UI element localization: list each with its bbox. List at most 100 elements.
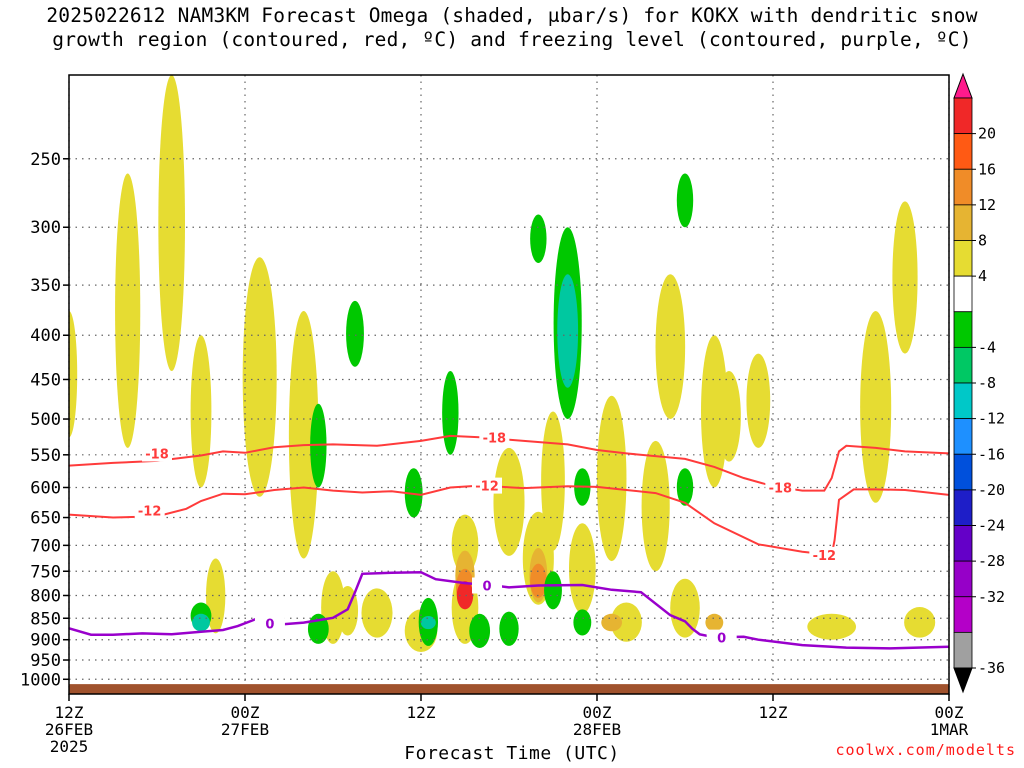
time-tick-label: 1MAR xyxy=(930,720,969,739)
omega-rising-16-blob xyxy=(456,581,474,610)
x-axis-title: Forecast Time (UTC) xyxy=(404,743,620,764)
dgz-contour-label: -12 xyxy=(813,549,837,564)
colorbar-tick-label: -24 xyxy=(978,517,1005,535)
colorbar-swatch xyxy=(953,168,973,206)
dgz-contour-label: -18 xyxy=(145,447,169,462)
omega-rising-4-blob xyxy=(69,311,78,438)
colorbar-tick-label: 4 xyxy=(978,267,987,285)
omega-rising-4-blob xyxy=(190,335,212,488)
colorbar-swatch xyxy=(953,631,973,669)
dgz-minus12-contour xyxy=(69,484,949,556)
omega-rising-4-blob xyxy=(717,371,741,462)
pressure-tick-label: 850 xyxy=(30,609,61,629)
omega-rising-4-blob xyxy=(860,311,892,503)
pressure-tick-label: 550 xyxy=(30,446,61,466)
colorbar-tick-label: -20 xyxy=(978,481,1005,499)
pressure-tick-label: 800 xyxy=(30,586,61,606)
colorbar-swatch xyxy=(953,346,973,384)
colorbar-tick-label: -4 xyxy=(978,338,996,356)
time-tick-label: 12Z xyxy=(55,703,84,722)
colorbar-top-arrow xyxy=(953,72,973,99)
colorbar-swatch xyxy=(953,382,973,420)
pressure-tick-label: 450 xyxy=(30,370,61,390)
colorbar-swatch xyxy=(953,97,973,135)
chart-title-line2: growth region (contoured, red, ºC) and f… xyxy=(52,28,972,51)
omega-sinking-4-blob xyxy=(530,214,547,264)
pressure-tick-label: 600 xyxy=(30,478,61,498)
omega-rising-4-blob xyxy=(493,447,525,556)
pressure-axis: 2503003504004505005506006507007508008509… xyxy=(20,150,69,690)
time-tick-label: 2025 xyxy=(50,737,89,756)
omega-sinking-4-blob xyxy=(346,300,364,367)
dgz-contour-label: -12 xyxy=(475,480,499,495)
colorbar-swatch xyxy=(953,311,973,348)
pressure-tick-label: 350 xyxy=(30,276,61,296)
omega-sinking-4-blob xyxy=(404,468,423,518)
colorbar-tick-label: -8 xyxy=(978,374,996,392)
omega-sinking-4-blob xyxy=(469,613,491,648)
time-tick-label: 27FEB xyxy=(221,720,269,739)
omega-rising-4-blob xyxy=(746,353,771,448)
colorbar-tick-label: -12 xyxy=(978,410,1005,428)
dgz-minus18-contour xyxy=(69,434,949,492)
time-tick-label: 00Z xyxy=(231,703,260,722)
omega-sinking-4-blob xyxy=(676,173,694,228)
time-tick-label: 12Z xyxy=(759,703,788,722)
terrain-surface xyxy=(69,684,949,694)
omega-rising-4-blob xyxy=(670,578,700,638)
colorbar-bottom-arrow xyxy=(953,667,973,694)
pressure-tick-label: 1000 xyxy=(20,670,61,690)
pressure-tick-label: 650 xyxy=(30,509,61,529)
freezing-contour-label: 0 xyxy=(265,618,274,633)
colorbar: 20 16 12 8 4 -4 -8 -12 -16 -20 -24 -28 -32 -36 xyxy=(953,72,1005,694)
colorbar-tick-label: -32 xyxy=(978,588,1005,606)
omega-rising-4-blob xyxy=(596,395,627,562)
time-tick-label: 12Z xyxy=(407,703,436,722)
pressure-tick-label: 900 xyxy=(30,631,61,651)
colorbar-tick-label: 20 xyxy=(978,125,996,143)
colorbar-tick-label: -16 xyxy=(978,445,1005,463)
plot-frame xyxy=(68,74,950,695)
omega-rising-4-blob xyxy=(361,588,393,638)
pressure-tick-label: 750 xyxy=(30,562,61,582)
colorbar-swatch xyxy=(953,453,973,491)
colorbar-tick-label: 8 xyxy=(978,232,987,250)
omega-rising-4-blob xyxy=(807,613,857,640)
omega-rising-8-blob xyxy=(601,613,623,632)
colorbar-swatch xyxy=(953,204,973,241)
pressure-tick-label: 500 xyxy=(30,410,61,430)
dgz-contour-label: -18 xyxy=(483,431,507,446)
dgz-contour-label: -18 xyxy=(769,481,793,496)
pressure-tick-label: 250 xyxy=(30,150,61,170)
time-tick-label: 26FEB xyxy=(45,720,93,739)
colorbar-swatch xyxy=(953,489,973,526)
omega-sinking-8-blob xyxy=(557,274,579,388)
source-credit: coolwx.com/modelts xyxy=(835,741,1016,759)
omega-sinking-4-blob xyxy=(573,609,592,636)
dgz-contour-label: -12 xyxy=(138,505,162,520)
terrain-layer xyxy=(69,684,949,694)
colorbar-swatch xyxy=(953,560,973,598)
omega-rising-4-blob xyxy=(610,602,642,642)
time-tick-label: 00Z xyxy=(583,703,612,722)
colorbar-swatch xyxy=(953,133,973,170)
freezing-contour-label: 0 xyxy=(717,632,726,647)
omega-rising-12-blob xyxy=(530,563,547,598)
omega-rising-4-blob xyxy=(569,523,596,614)
omega-shading-layer xyxy=(69,75,936,653)
colorbar-tick-label: 12 xyxy=(978,196,996,214)
omega-rising-4-blob xyxy=(242,257,277,497)
omega-sinking-8-blob xyxy=(420,616,436,630)
omega-rising-8-blob xyxy=(705,613,724,632)
omega-sinking-4-blob xyxy=(442,371,459,455)
colorbar-tick-label: 16 xyxy=(978,160,996,178)
omega-rising-4-blob xyxy=(641,440,670,572)
colorbar-tick-label: -36 xyxy=(978,659,1005,677)
pressure-tick-label: 300 xyxy=(30,218,61,238)
omega-sinking-4-blob xyxy=(499,611,519,646)
colorbar-swatch xyxy=(953,240,973,277)
colorbar-swatch xyxy=(953,275,973,313)
pressure-tick-label: 400 xyxy=(30,326,61,346)
omega-rising-4-blob xyxy=(892,201,918,354)
